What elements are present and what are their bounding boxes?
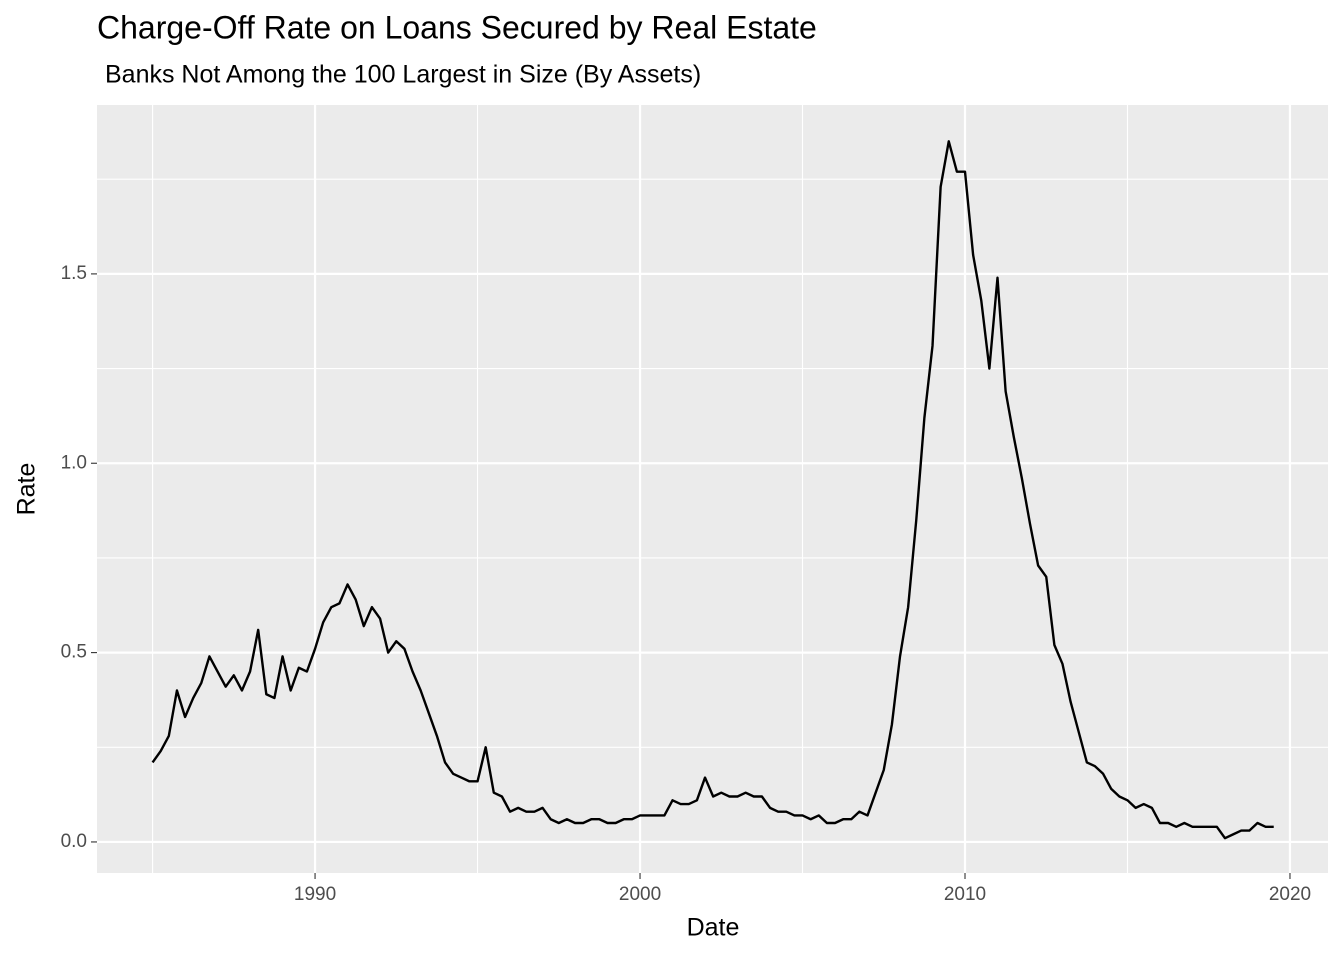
y-tick-label: 0.0 — [61, 831, 87, 852]
x-tick-label: 2000 — [619, 884, 661, 905]
x-tick-label: 2020 — [1269, 884, 1311, 905]
y-tick-label: 0.5 — [61, 642, 87, 663]
y-tick-label: 1.5 — [61, 263, 87, 284]
x-tick-label: 2010 — [944, 884, 986, 905]
y-axis-title: Rate — [13, 463, 41, 516]
x-axis-title: Date — [687, 914, 740, 942]
data-line — [151, 140, 1274, 840]
x-tick-label: 1990 — [294, 884, 336, 905]
chart-title: Charge-Off Rate on Loans Secured by Real… — [97, 9, 817, 45]
chart-subtitle: Banks Not Among the 100 Largest in Size … — [105, 61, 701, 89]
plot-panel — [97, 105, 1328, 873]
y-tick-label: 1.0 — [61, 452, 87, 473]
